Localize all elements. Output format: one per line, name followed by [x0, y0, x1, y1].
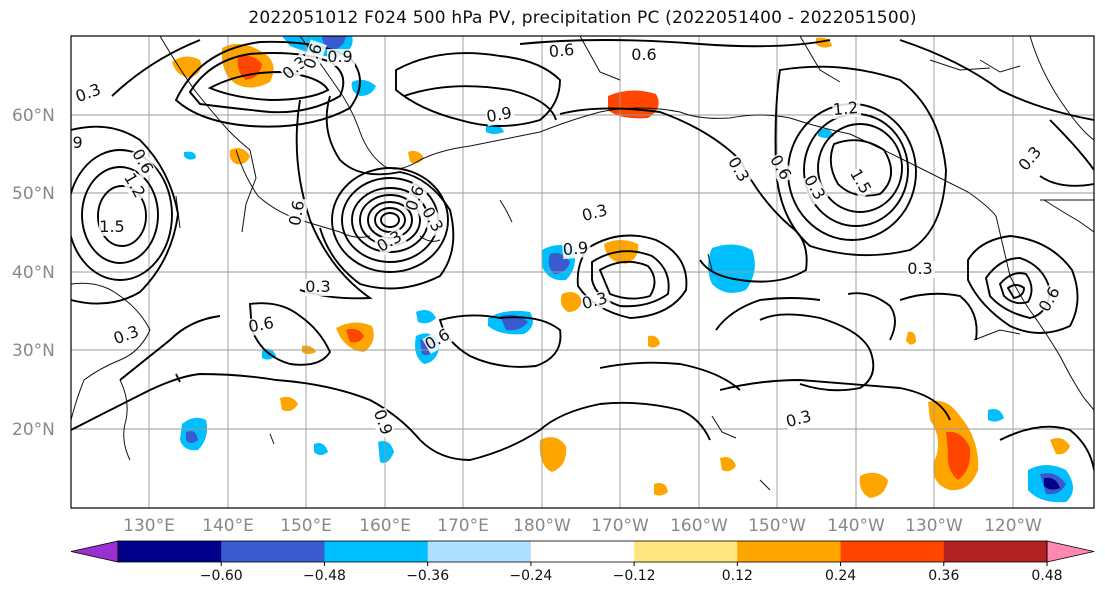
- contour-label-bg: [418, 204, 447, 237]
- lon-label-150w: 150°W: [748, 516, 806, 536]
- lon-label-150e: 150°E: [280, 516, 332, 536]
- lon-label-160e: 160°E: [359, 516, 411, 536]
- contour-label-bg: [120, 170, 149, 203]
- contour-label-bg: [246, 314, 278, 337]
- pv-contours: [71, 39, 1094, 471]
- contour-label-bg: [71, 135, 85, 152]
- colorbar-box: [840, 541, 945, 562]
- contour-label-bg: [766, 152, 795, 185]
- contour-label: 0.3: [907, 259, 932, 278]
- lat-label-30: 30°N: [12, 341, 55, 361]
- colorbar-tick-label: 0.12: [722, 568, 753, 584]
- colorbar-extend-min: [70, 540, 119, 563]
- contour-label-bg: [784, 407, 816, 432]
- contour-label: 0.6: [548, 40, 575, 61]
- contour-label-bg: [369, 407, 396, 440]
- contour-label: 1.5: [99, 217, 124, 236]
- colorbar-box: [737, 541, 842, 562]
- colorbar-box: [221, 541, 325, 562]
- colorbar: −0.60 −0.48 −0.36 −0.24 −0.12 0.12 0.24 0.36 0.4…: [70, 540, 1095, 584]
- colorbar-boxes: [70, 540, 1095, 563]
- contour-label-bg: [561, 239, 592, 260]
- lon-label-180w: 180°W: [513, 516, 571, 536]
- colorbar-box: [634, 541, 738, 562]
- contour-label-bg: [374, 227, 407, 256]
- contour-label: 0.9: [562, 238, 589, 259]
- contour-label-bg: [800, 172, 829, 205]
- map-title: 2022051012 F024 500 hPa PV, precipitatio…: [248, 8, 917, 28]
- contour-label-bg: [403, 181, 429, 214]
- colorbar-box: [324, 541, 429, 562]
- contour-label-bg: [631, 47, 659, 64]
- lat-label-50: 50°N: [12, 184, 55, 204]
- contour-label-bg: [327, 49, 355, 66]
- contour-label-bg: [111, 322, 144, 349]
- colorbar-tick-label: 0.36: [928, 568, 959, 584]
- contour-label-bg: [286, 196, 309, 228]
- contour-label: 0.9: [327, 47, 352, 66]
- lon-label-170e: 170°E: [437, 516, 489, 536]
- contour-label-bg: [1036, 282, 1065, 316]
- contour-label-bg: [301, 39, 327, 72]
- contour-label-bg: [99, 219, 127, 236]
- latitude-labels: 60°N 50°N 40°N 30°N 20°N: [12, 106, 55, 440]
- lon-label-170w: 170°W: [591, 516, 649, 536]
- lon-label-140w: 140°W: [827, 516, 885, 536]
- colorbar-tick-label: −0.12: [613, 568, 656, 584]
- plot-frame: [70, 35, 1095, 509]
- precipitation-shading: [172, 36, 1073, 503]
- contour-label-bg: [547, 41, 578, 62]
- lon-label-140e: 140°E: [202, 516, 254, 536]
- contour-label-bg: [305, 279, 333, 296]
- lon-label-120w: 120°W: [984, 516, 1042, 536]
- contour-label-bg: [422, 325, 455, 354]
- colorbar-extend-max: [1046, 540, 1095, 563]
- colorbar-ticks: −0.60 −0.48 −0.36 −0.24 −0.12 0.12 0.24 0.36 0.4…: [200, 562, 1063, 584]
- colorbar-box: [427, 541, 532, 562]
- colorbar-tick-label: −0.60: [200, 568, 243, 584]
- lon-label-130w: 130°W: [905, 516, 963, 536]
- contour-label-bg: [73, 80, 106, 107]
- contour-label: 0.3: [305, 277, 330, 296]
- contour-label: 1.2: [832, 98, 859, 119]
- lon-label-160w: 160°W: [670, 516, 728, 536]
- colorbar-tick-label: −0.48: [303, 568, 346, 584]
- contour-label-bg: [484, 104, 516, 127]
- contour-label-bg: [831, 99, 862, 120]
- contour-label-bg: [724, 154, 753, 187]
- colorbar-tick-label: 0.24: [825, 568, 856, 584]
- colorbar-outline: [117, 540, 1048, 563]
- contour-label: 0.9: [57, 133, 82, 152]
- lat-label-20: 20°N: [12, 420, 55, 440]
- contour-label: 0.9: [485, 103, 513, 126]
- longitude-labels: 130°E 140°E 150°E 160°E 170°E 180°W 170°…: [123, 516, 1042, 536]
- contour-label: 0.6: [247, 313, 275, 336]
- colorbar-tick-label: −0.24: [509, 568, 552, 584]
- contour-label-bg: [580, 289, 612, 314]
- contour-label-bg: [907, 261, 935, 278]
- colorbar-box: [118, 541, 222, 562]
- colorbar-tick-label: −0.36: [406, 568, 449, 584]
- contour-label: 0.6: [285, 199, 308, 227]
- contour-label-bg: [846, 166, 875, 199]
- contour-label-bg: [128, 146, 157, 179]
- contour-label: 0.6: [631, 45, 656, 64]
- contour-label-bg: [580, 201, 612, 226]
- colorbar-box: [530, 541, 635, 562]
- colorbar-tick-label: 0.48: [1031, 568, 1062, 584]
- lon-label-130e: 130°E: [123, 516, 175, 536]
- lat-label-40: 40°N: [12, 263, 55, 283]
- colorbar-box: [943, 541, 1048, 562]
- lat-label-60: 60°N: [12, 106, 55, 126]
- contour-label-bg: [1015, 142, 1047, 175]
